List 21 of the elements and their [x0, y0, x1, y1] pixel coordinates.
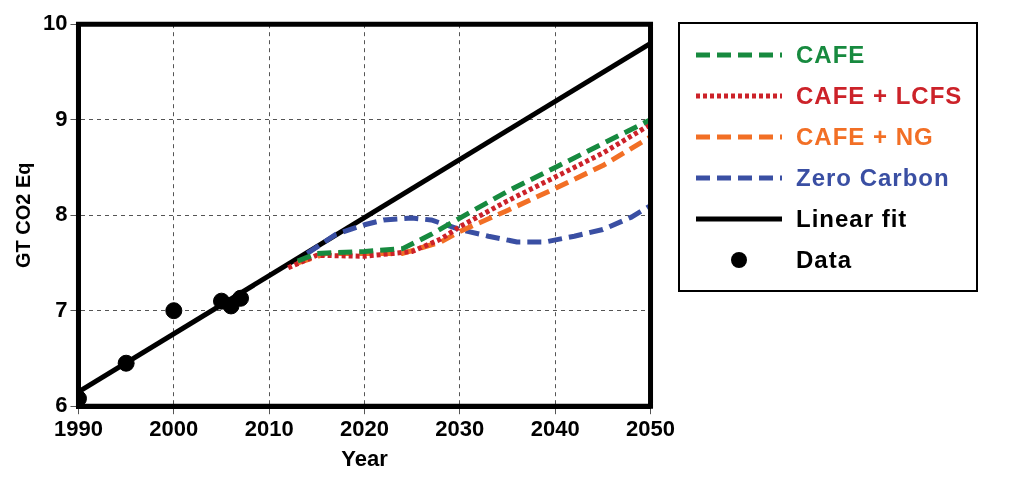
legend-label: CAFE	[796, 40, 866, 69]
x-tick-label: 2030	[435, 416, 485, 442]
x-tick-label: 2050	[626, 416, 676, 442]
y-tick-label: 9	[55, 105, 68, 131]
x-tick-label: 1990	[53, 416, 103, 442]
x-tick-label: 2020	[340, 416, 389, 442]
legend-label: CAFE + LCFS	[796, 81, 963, 110]
y-axis-title: GT CO2 Eq	[11, 162, 34, 268]
legend-label: Linear fit	[796, 204, 908, 233]
y-tick-label: 7	[55, 296, 68, 322]
y-tick-label: 10	[42, 10, 68, 36]
y-tick-label: 6	[55, 392, 68, 418]
y-tick-label: 8	[55, 201, 68, 227]
legend-label: Data	[796, 245, 853, 274]
legend-label: Zero Carbon	[796, 163, 950, 192]
x-axis-title: Year	[341, 445, 389, 471]
x-tick-label: 2040	[530, 416, 580, 442]
point	[165, 302, 183, 320]
x-tick-label: 2010	[244, 416, 294, 442]
x-tick-label: 2000	[149, 416, 199, 442]
legend-label: CAFE + NG	[796, 122, 934, 151]
